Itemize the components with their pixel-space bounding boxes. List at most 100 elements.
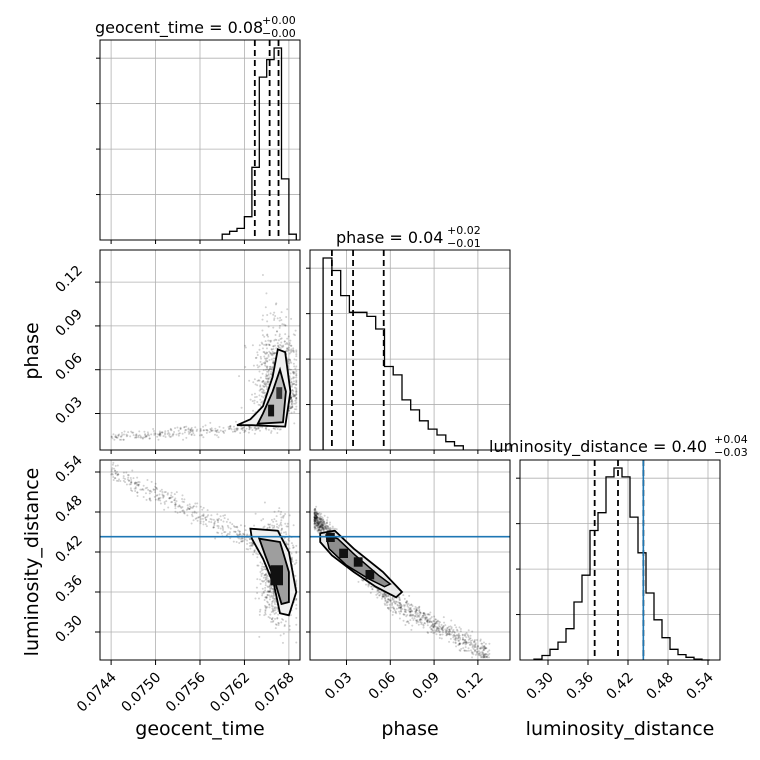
scatter-point <box>287 346 290 349</box>
scatter-point <box>314 520 317 523</box>
scatter-point <box>292 376 295 379</box>
scatter-point <box>206 515 209 518</box>
scatter-point <box>276 427 279 430</box>
scatter-point <box>267 355 270 358</box>
scatter-point <box>274 314 277 317</box>
scatter-point <box>199 430 202 433</box>
scatter-point <box>170 435 173 438</box>
scatter-point <box>478 652 481 655</box>
scatter-point <box>152 430 155 433</box>
scatter-point <box>323 525 326 528</box>
scatter-point <box>438 636 441 639</box>
scatter-point <box>412 613 415 616</box>
scatter-point <box>398 599 401 602</box>
scatter-point <box>129 477 132 480</box>
scatter-point <box>264 427 267 430</box>
scatter-point <box>475 652 478 655</box>
scatter-point <box>433 622 436 625</box>
scatter-point <box>324 524 327 527</box>
scatter-point <box>274 428 277 431</box>
scatter-point <box>320 524 323 527</box>
scatter-point <box>275 623 278 626</box>
scatter-point <box>264 391 267 394</box>
scatter-point <box>322 525 325 528</box>
scatter-point <box>275 611 278 614</box>
scatter-point <box>293 376 296 379</box>
scatter-point <box>316 512 319 515</box>
scatter-point <box>383 602 386 605</box>
scatter-point <box>404 611 407 614</box>
scatter-point <box>202 506 205 509</box>
scatter-point <box>265 377 268 380</box>
scatter-point <box>142 436 145 439</box>
scatter-point <box>188 508 191 511</box>
scatter-point <box>262 350 265 353</box>
scatter-point <box>313 516 316 519</box>
title-geocent-time-minus: −0.00 <box>262 27 296 40</box>
scatter-point <box>231 430 234 433</box>
scatter-point <box>190 513 193 516</box>
scatter-point <box>266 590 269 593</box>
scatter-point <box>178 504 181 507</box>
scatter-point <box>148 497 151 500</box>
scatter-point <box>261 562 264 565</box>
scatter-point <box>274 303 277 306</box>
scatter-point <box>319 529 322 532</box>
scatter-point <box>201 517 204 520</box>
scatter-point <box>274 597 277 600</box>
scatter-point <box>365 583 368 586</box>
scatter-point <box>273 319 276 322</box>
scatter-point <box>267 586 270 589</box>
scatter-point <box>264 383 267 386</box>
scatter-point <box>403 597 406 600</box>
scatter-point <box>409 607 412 610</box>
xtick-label-luminosity_distance-0: 0.30 <box>523 670 556 703</box>
scatter-point <box>216 531 219 534</box>
scatter-point <box>191 515 194 518</box>
scatter-point <box>146 486 149 489</box>
scatter-point <box>135 433 138 436</box>
scatter-point <box>174 501 177 504</box>
scatter-point <box>148 492 151 495</box>
scatter-point <box>435 633 438 636</box>
scatter-point <box>286 348 289 351</box>
scatter-point <box>215 434 218 437</box>
scatter-point <box>283 340 286 343</box>
scatter-point <box>458 642 461 645</box>
scatter-point <box>387 601 390 604</box>
scatter-point <box>265 292 268 295</box>
scatter-point <box>267 381 270 384</box>
scatter-point <box>313 513 316 516</box>
scatter-point <box>136 491 139 494</box>
scatter-point <box>235 427 238 430</box>
scatter-point <box>137 434 140 437</box>
scatter-point <box>270 618 273 621</box>
scatter-point <box>283 625 286 628</box>
scatter-point <box>114 435 117 438</box>
scatter-point <box>228 427 231 430</box>
scatter-point <box>319 515 322 518</box>
scatter-point <box>134 486 137 489</box>
scatter-point <box>217 531 220 534</box>
scatter-point <box>407 622 410 625</box>
scatter-point <box>390 606 393 609</box>
scatter-point <box>425 619 428 622</box>
scatter-point <box>317 529 320 532</box>
scatter-point <box>327 525 330 528</box>
scatter-point <box>247 548 250 551</box>
scatter-point <box>197 516 200 519</box>
scatter-point <box>418 609 421 612</box>
scatter-point <box>357 580 360 583</box>
scatter-point <box>265 383 268 386</box>
scatter-point <box>274 344 277 347</box>
scatter-point <box>454 642 457 645</box>
xtick-label-phase-2: 0.09 <box>410 670 443 703</box>
scatter-point <box>392 599 395 602</box>
scatter-point <box>253 378 256 381</box>
scatter-point <box>260 579 263 582</box>
scatter-point <box>415 607 418 610</box>
scatter-point <box>454 638 457 641</box>
scatter-point <box>223 517 226 520</box>
scatter-point <box>202 436 205 439</box>
scatter-point <box>205 431 208 434</box>
